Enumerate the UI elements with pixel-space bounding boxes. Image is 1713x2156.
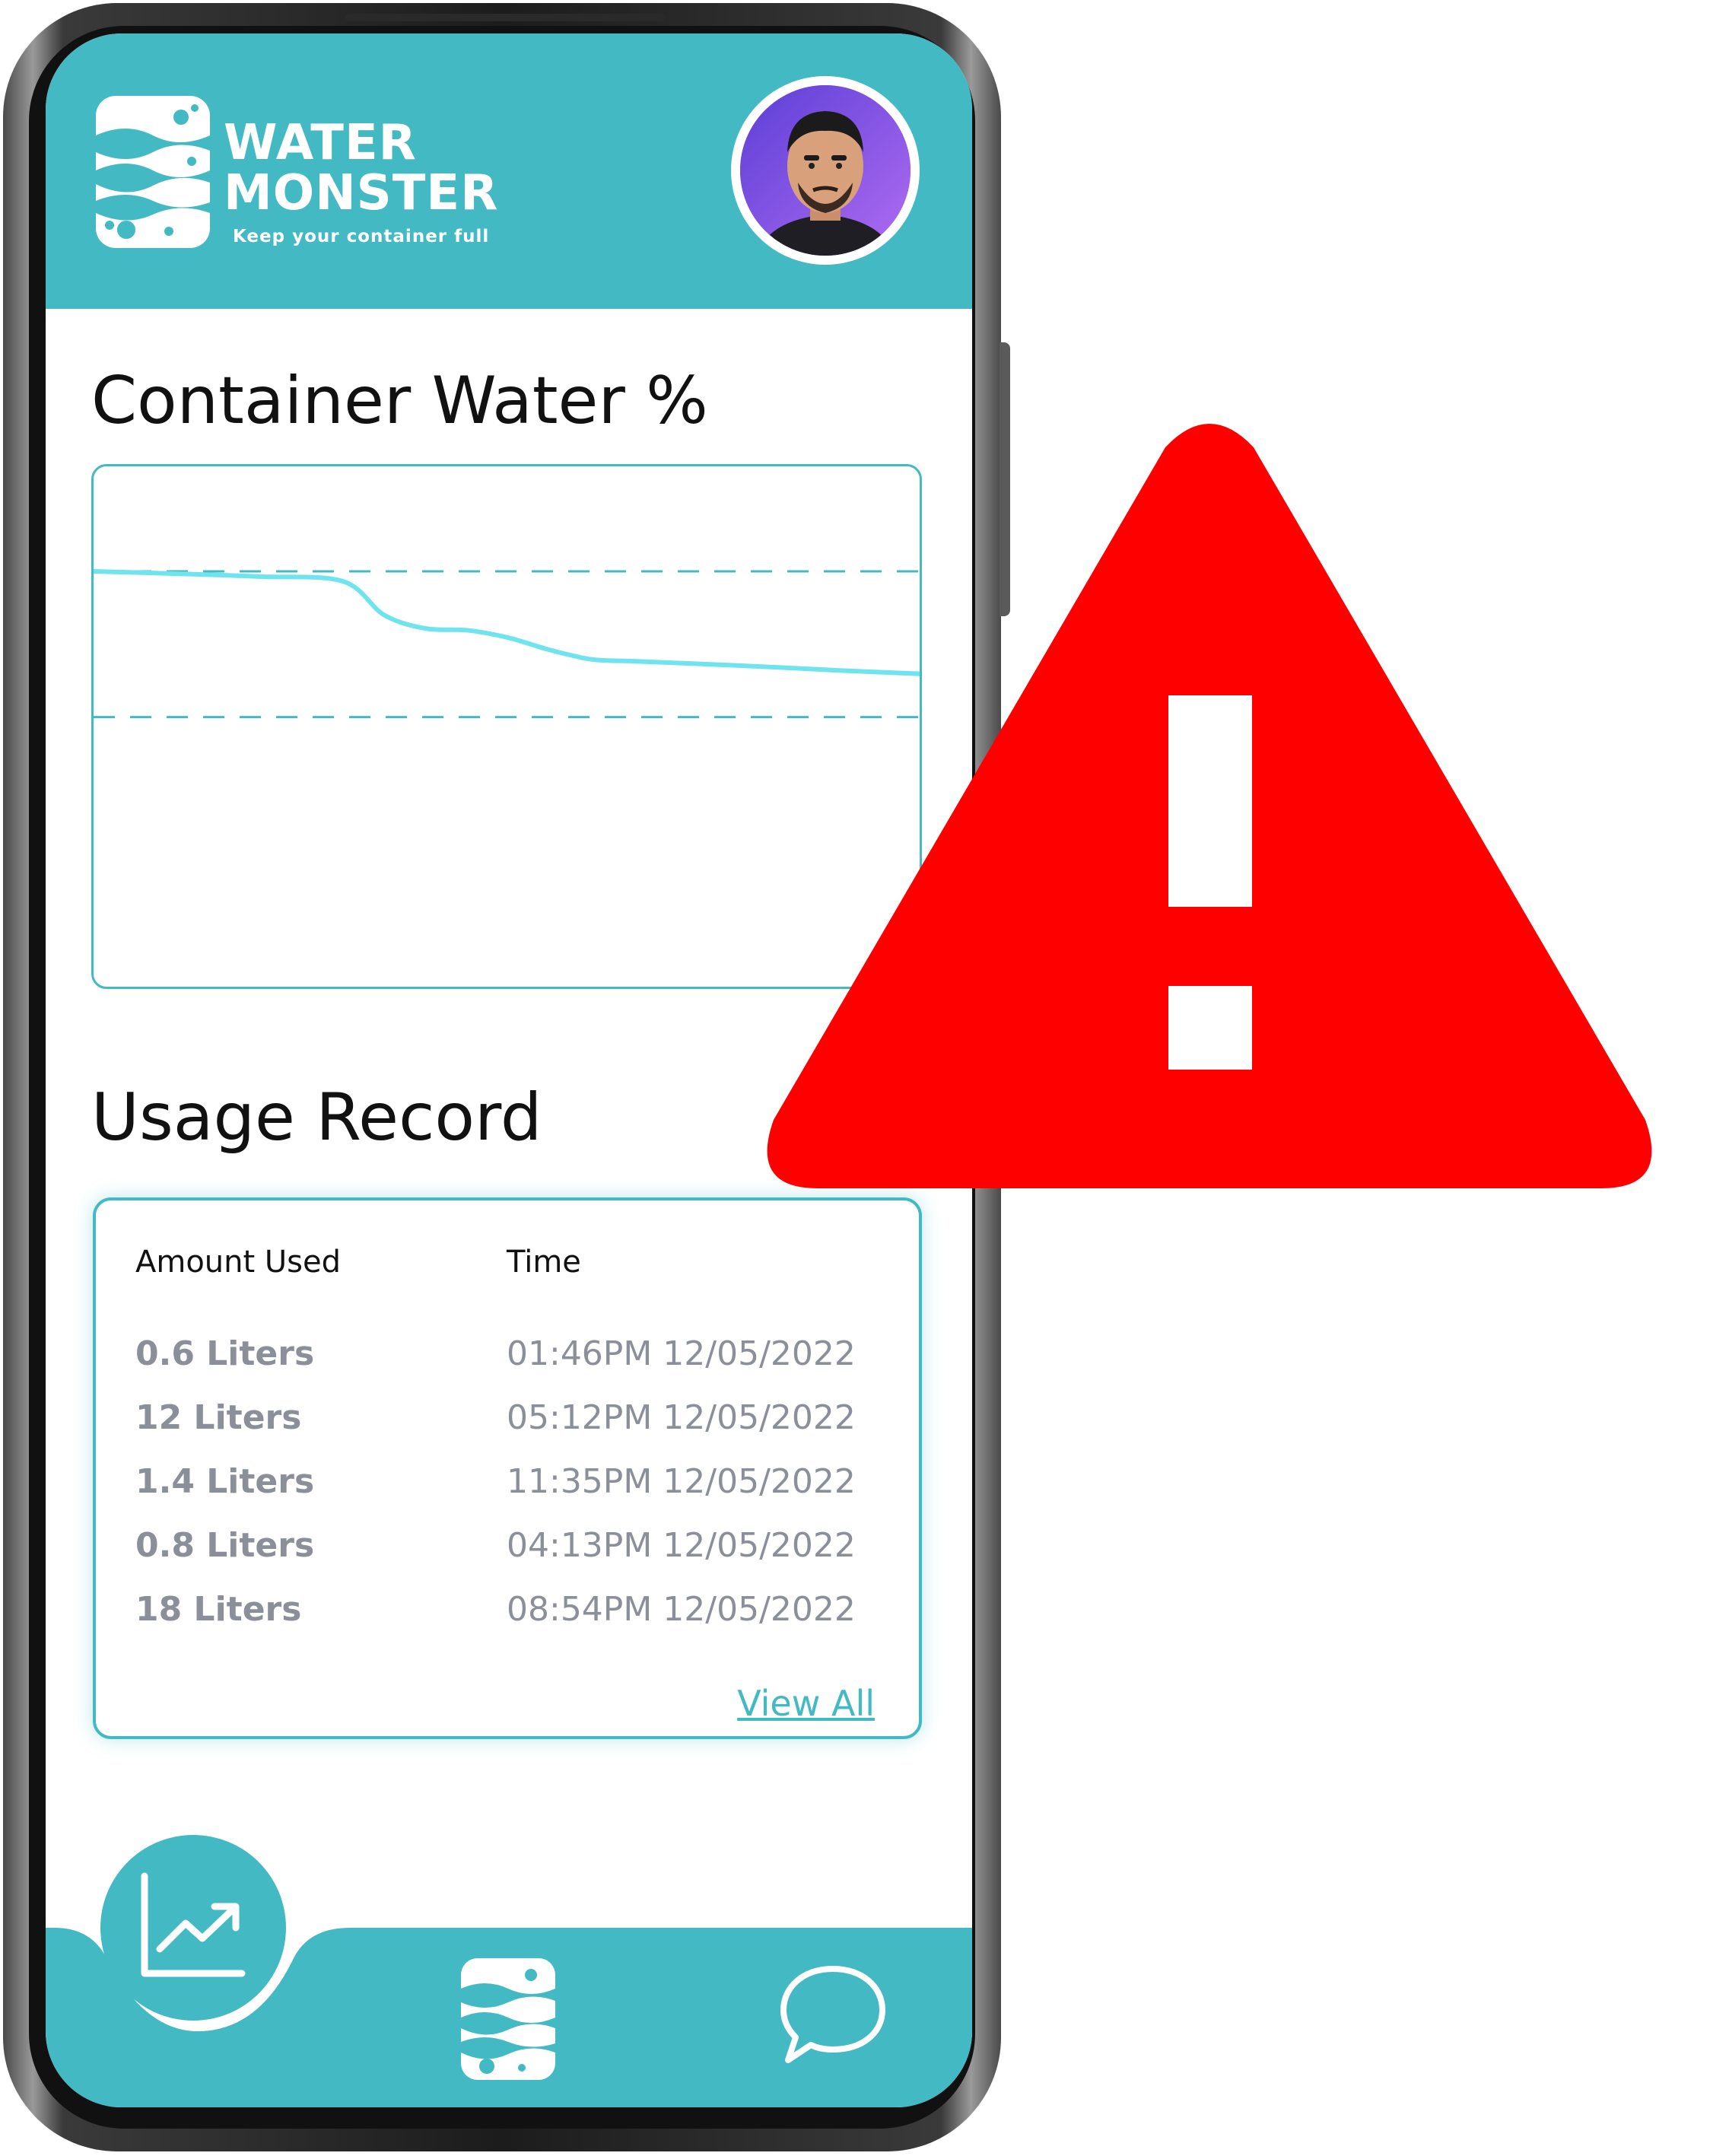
brand-name-line1: WATER	[224, 115, 417, 171]
time-cell: 11:35PM 12/05/2022	[507, 1462, 856, 1501]
analytics-tab-button[interactable]	[100, 1835, 286, 2021]
exclamation-bar	[1168, 695, 1252, 907]
water-level-line	[94, 569, 920, 676]
table-row: 0.6 Liters 01:46PM 12/05/2022	[96, 1334, 919, 1388]
exclamation-dot	[1168, 986, 1252, 1070]
time-cell: 04:13PM 12/05/2022	[507, 1526, 856, 1565]
amount-cell: 12 Liters	[135, 1398, 302, 1437]
phone-speaker-slot	[345, 14, 665, 21]
column-header-time: Time	[507, 1245, 581, 1280]
trending-up-icon	[141, 1872, 246, 1977]
time-cell: 05:12PM 12/05/2022	[507, 1398, 856, 1437]
amount-cell: 18 Liters	[135, 1590, 302, 1629]
amount-cell: 0.6 Liters	[135, 1334, 315, 1373]
water-level-chart	[91, 464, 922, 989]
chart-section-title: Container Water %	[91, 363, 708, 439]
time-cell: 08:54PM 12/05/2022	[507, 1590, 856, 1629]
app-header: WATER MONSTER Keep your container full	[46, 33, 972, 309]
brand-tagline: Keep your container full	[233, 227, 490, 246]
chat-bubble-icon[interactable]	[776, 1961, 890, 2068]
avatar-illustration	[740, 85, 911, 256]
phone-side-button	[1000, 342, 1010, 616]
water-monster-logo-icon	[96, 96, 210, 248]
time-cell: 01:46PM 12/05/2022	[507, 1334, 856, 1373]
table-row: 18 Liters 08:54PM 12/05/2022	[96, 1590, 919, 1643]
table-row: 12 Liters 05:12PM 12/05/2022	[96, 1398, 919, 1452]
water-level-plot	[94, 569, 920, 719]
brand-name-line2: MONSTER	[224, 165, 499, 221]
table-row: 0.8 Liters 04:13PM 12/05/2022	[96, 1526, 919, 1579]
table-row: 1.4 Liters 11:35PM 12/05/2022	[96, 1462, 919, 1515]
usage-section-title: Usage Record	[91, 1080, 542, 1156]
warning-triangle-icon	[767, 424, 1652, 1188]
usage-record-card: Amount Used Time 0.6 Liters 01:46PM 12/0…	[93, 1197, 922, 1739]
user-avatar[interactable]	[731, 76, 920, 265]
app-screen: WATER MONSTER Keep your container full	[46, 33, 972, 2107]
column-header-amount: Amount Used	[135, 1245, 342, 1280]
home-logo-nav-button[interactable]	[461, 1958, 555, 2080]
view-all-link[interactable]: View All	[737, 1683, 875, 1724]
amount-cell: 0.8 Liters	[135, 1526, 315, 1565]
amount-cell: 1.4 Liters	[135, 1462, 315, 1501]
